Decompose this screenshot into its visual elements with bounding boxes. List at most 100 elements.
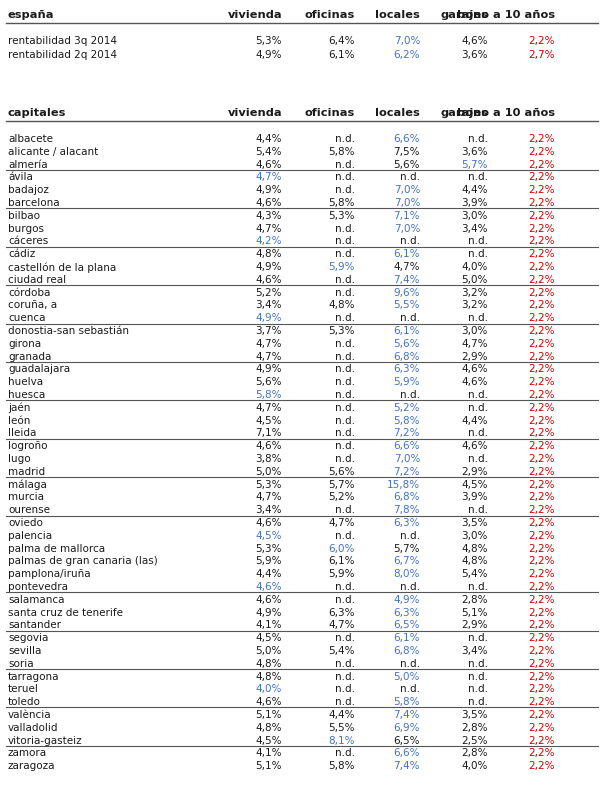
- Text: 4,7%: 4,7%: [394, 262, 420, 272]
- Text: 2,2%: 2,2%: [529, 697, 555, 707]
- Text: 6,7%: 6,7%: [394, 556, 420, 566]
- Text: 4,7%: 4,7%: [255, 352, 282, 361]
- Text: n.d.: n.d.: [335, 633, 355, 643]
- Text: 5,8%: 5,8%: [394, 416, 420, 425]
- Text: 5,1%: 5,1%: [462, 608, 488, 617]
- Text: n.d.: n.d.: [335, 160, 355, 169]
- Text: oviedo: oviedo: [8, 518, 43, 528]
- Text: 6,5%: 6,5%: [394, 735, 420, 745]
- Text: 2,9%: 2,9%: [462, 352, 488, 361]
- Text: n.d.: n.d.: [335, 697, 355, 707]
- Text: 4,1%: 4,1%: [255, 620, 282, 630]
- Text: logroño: logroño: [8, 441, 48, 451]
- Text: 2,9%: 2,9%: [462, 467, 488, 477]
- Text: 2,2%: 2,2%: [529, 467, 555, 477]
- Text: 7,4%: 7,4%: [394, 761, 420, 771]
- Text: garajes: garajes: [440, 10, 488, 20]
- Text: 2,2%: 2,2%: [529, 441, 555, 451]
- Text: 6,1%: 6,1%: [394, 249, 420, 259]
- Text: huesca: huesca: [8, 390, 45, 400]
- Text: 4,9%: 4,9%: [394, 595, 420, 605]
- Text: 2,2%: 2,2%: [529, 262, 555, 272]
- Text: castellón de la plana: castellón de la plana: [8, 262, 116, 272]
- Text: 6,5%: 6,5%: [394, 620, 420, 630]
- Text: n.d.: n.d.: [400, 237, 420, 246]
- Text: 4,7%: 4,7%: [329, 518, 355, 528]
- Text: 4,6%: 4,6%: [462, 377, 488, 387]
- Text: n.d.: n.d.: [400, 582, 420, 592]
- Text: 6,1%: 6,1%: [329, 556, 355, 566]
- Text: 5,7%: 5,7%: [462, 160, 488, 169]
- Text: 6,1%: 6,1%: [329, 50, 355, 60]
- Text: 9,6%: 9,6%: [394, 288, 420, 297]
- Text: 5,8%: 5,8%: [329, 198, 355, 208]
- Text: n.d.: n.d.: [335, 249, 355, 259]
- Text: girona: girona: [8, 339, 41, 349]
- Text: 2,7%: 2,7%: [529, 50, 555, 60]
- Text: 5,2%: 5,2%: [255, 288, 282, 297]
- Text: n.d.: n.d.: [335, 659, 355, 669]
- Text: 2,2%: 2,2%: [529, 339, 555, 349]
- Text: 2,2%: 2,2%: [529, 518, 555, 528]
- Text: n.d.: n.d.: [335, 364, 355, 374]
- Text: 2,2%: 2,2%: [529, 544, 555, 553]
- Text: 4,8%: 4,8%: [329, 301, 355, 310]
- Text: n.d.: n.d.: [335, 275, 355, 285]
- Text: n.d.: n.d.: [335, 237, 355, 246]
- Text: n.d.: n.d.: [400, 684, 420, 694]
- Text: soria: soria: [8, 659, 34, 669]
- Text: coruña, a: coruña, a: [8, 301, 57, 310]
- Text: 6,1%: 6,1%: [394, 633, 420, 643]
- Text: ourense: ourense: [8, 505, 50, 515]
- Text: 4,0%: 4,0%: [462, 761, 488, 771]
- Text: 6,3%: 6,3%: [394, 364, 420, 374]
- Text: rentabilidad 2q 2014: rentabilidad 2q 2014: [8, 50, 117, 60]
- Text: n.d.: n.d.: [400, 531, 420, 541]
- Text: 6,9%: 6,9%: [394, 723, 420, 733]
- Text: n.d.: n.d.: [335, 339, 355, 349]
- Text: n.d.: n.d.: [335, 531, 355, 541]
- Text: n.d.: n.d.: [400, 390, 420, 400]
- Text: león: león: [8, 416, 30, 425]
- Text: 4,7%: 4,7%: [255, 224, 282, 233]
- Text: palmas de gran canaria (las): palmas de gran canaria (las): [8, 556, 158, 566]
- Text: 4,7%: 4,7%: [462, 339, 488, 349]
- Text: 2,2%: 2,2%: [529, 684, 555, 694]
- Text: 5,4%: 5,4%: [329, 646, 355, 656]
- Text: zaragoza: zaragoza: [8, 761, 55, 771]
- Text: n.d.: n.d.: [335, 428, 355, 438]
- Text: 2,2%: 2,2%: [529, 480, 555, 489]
- Text: 2,2%: 2,2%: [529, 301, 555, 310]
- Text: 6,1%: 6,1%: [394, 326, 420, 336]
- Text: 4,7%: 4,7%: [329, 620, 355, 630]
- Text: 3,5%: 3,5%: [462, 710, 488, 720]
- Text: teruel: teruel: [8, 684, 39, 694]
- Text: 5,1%: 5,1%: [255, 710, 282, 720]
- Text: n.d.: n.d.: [468, 237, 488, 246]
- Text: 5,5%: 5,5%: [329, 723, 355, 733]
- Text: 2,2%: 2,2%: [529, 36, 555, 46]
- Text: 5,6%: 5,6%: [329, 467, 355, 477]
- Text: 2,2%: 2,2%: [529, 531, 555, 541]
- Text: 2,2%: 2,2%: [529, 416, 555, 425]
- Text: rentabilidad 3q 2014: rentabilidad 3q 2014: [8, 36, 117, 46]
- Text: 4,2%: 4,2%: [255, 237, 282, 246]
- Text: 6,2%: 6,2%: [394, 50, 420, 60]
- Text: 4,4%: 4,4%: [255, 569, 282, 579]
- Text: cuenca: cuenca: [8, 313, 46, 323]
- Text: lugo: lugo: [8, 454, 31, 464]
- Text: 2,2%: 2,2%: [529, 569, 555, 579]
- Text: 2,2%: 2,2%: [529, 671, 555, 681]
- Text: 4,7%: 4,7%: [255, 173, 282, 182]
- Text: 2,2%: 2,2%: [529, 608, 555, 617]
- Text: 4,9%: 4,9%: [255, 313, 282, 323]
- Text: 2,2%: 2,2%: [529, 249, 555, 259]
- Text: 4,6%: 4,6%: [462, 441, 488, 451]
- Text: n.d.: n.d.: [335, 671, 355, 681]
- Text: 2,2%: 2,2%: [529, 620, 555, 630]
- Text: 5,3%: 5,3%: [329, 326, 355, 336]
- Text: n.d.: n.d.: [400, 173, 420, 182]
- Text: 4,6%: 4,6%: [255, 595, 282, 605]
- Text: españa: españa: [8, 10, 55, 20]
- Text: 2,2%: 2,2%: [529, 237, 555, 246]
